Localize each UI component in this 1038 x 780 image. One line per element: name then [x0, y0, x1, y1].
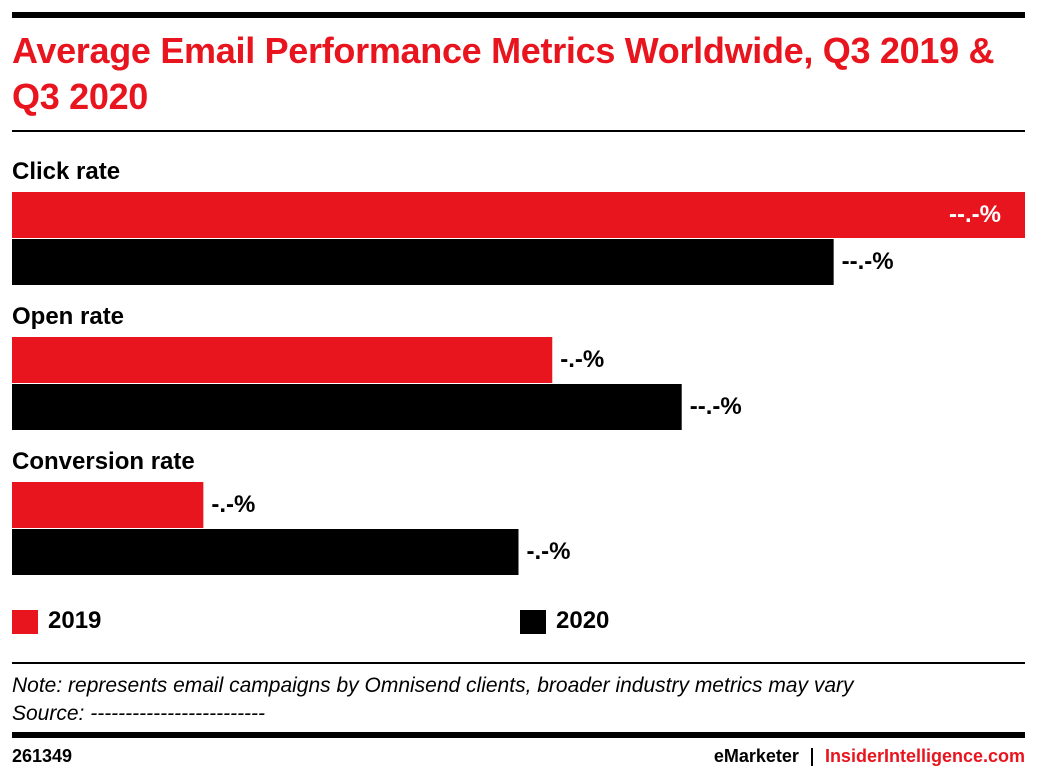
top-rule [12, 12, 1025, 18]
category-label: Click rate [12, 158, 121, 185]
bar [12, 337, 553, 383]
legend-swatch [520, 610, 546, 634]
footer-rule [12, 732, 1025, 738]
chart-id: 261349 [12, 746, 73, 766]
bar [12, 239, 834, 285]
legend-rule [12, 662, 1025, 664]
bar [12, 384, 682, 430]
value-label: -.-% [560, 346, 605, 373]
legend-label: 2020 [556, 607, 610, 634]
title-rule [12, 130, 1025, 132]
footer-brand: eMarketer InsiderIntelligence.com [714, 746, 1025, 767]
value-label: -.-% [211, 491, 256, 518]
bar [12, 529, 519, 575]
value-label: --.-% [841, 248, 894, 275]
legend-swatch [12, 610, 38, 634]
note: Note: represents email campaigns by Omni… [12, 674, 854, 697]
value-label: --.-% [689, 393, 742, 420]
source: Source: ------------------------- [12, 702, 266, 725]
separator [810, 747, 813, 766]
chart-title: Average Email Performance Metrics Worldw… [12, 30, 995, 117]
bar [12, 192, 1025, 238]
category-label: Conversion rate [12, 448, 195, 475]
value-label: -.-% [526, 538, 571, 565]
brand-site: InsiderIntelligence.com [824, 746, 1025, 766]
legend-label: 2019 [48, 607, 102, 634]
category-label: Open rate [12, 303, 125, 330]
brand: eMarketer [713, 746, 799, 766]
value-label: --.-% [949, 201, 1001, 228]
bar [12, 482, 204, 528]
